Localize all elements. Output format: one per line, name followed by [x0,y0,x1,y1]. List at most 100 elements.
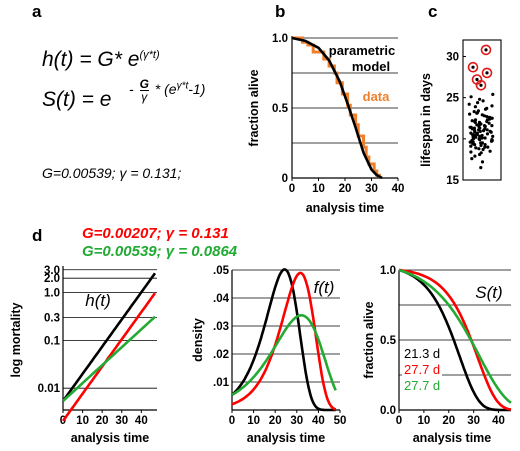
c-point [477,120,482,124]
c-point [479,141,483,145]
c-highlight-ring [480,44,492,56]
b-y-tick-label: 1.0 [272,33,288,45]
panel-c-label: c [428,2,438,21]
c-highlight-ring [467,61,479,73]
frac-denominator: γ [141,90,148,104]
c-point [491,92,495,96]
b-y-tick-label: 0.5 [272,103,289,115]
median-label-bg [402,346,442,361]
hazard-eq-exponent: (γ*t) [139,49,160,61]
c-point [473,105,477,109]
c-point [478,97,482,101]
hazard-x-axis-label: analysis time [71,431,150,445]
c-point [485,128,489,132]
b-x-tick-label: 20 [339,183,352,195]
c-point [483,127,487,131]
c-point [480,160,485,164]
c-point [470,157,474,161]
hazard-series-2 [62,315,156,402]
c-point [486,145,490,149]
c-highlight-point [471,65,475,69]
c-point [473,129,477,133]
c-frame [462,39,502,181]
c-point [475,123,479,127]
density-series-1 [231,271,337,411]
hazard-x-tick-label: 0 [60,415,66,427]
c-highlight-point [484,48,488,52]
c-point [485,106,489,110]
c-point [473,118,478,122]
hazard-series-0 [61,272,157,402]
c-point [470,119,474,123]
survival-y-axis-label: fraction alive [362,301,376,378]
exp-minus: - [129,81,134,98]
b-x-tick-label: 30 [365,183,378,195]
c-point [488,149,492,153]
c-y-tick-label: 20 [446,134,459,146]
median-label-1: 27.7 d [404,362,440,377]
c-point [488,129,492,133]
survival-title: S(t) [475,283,502,302]
density-y-tick-label: .02 [213,349,229,361]
panel-d-label: d [32,226,43,245]
c-point [479,143,483,147]
c-y-axis-label: lifespan in days [419,73,433,167]
survival-x-tick-label: 20 [442,415,455,427]
c-highlight-ring [481,67,493,79]
c-point [483,145,487,149]
survival-x-tick-label: 0 [396,415,402,427]
panel-b-label: b [275,2,286,21]
density-x-axis-label: analysis time [247,431,326,445]
survival-series-0 [398,268,511,412]
survival-title-bg [472,282,506,304]
c-highlight-point [479,83,483,87]
b-x-axis-label: analysis time [306,201,385,215]
c-point [483,136,487,140]
c-point [469,95,473,99]
c-point [480,133,484,138]
c-point [485,115,489,119]
hazard-y-tick-label: 0.01 [38,383,61,395]
b-x-tick-label: 0 [289,183,295,195]
median-label-bg [402,378,442,393]
b-model-series [291,36,383,180]
c-y-tick-label: 25 [446,93,459,105]
survival-y-tick-label: 1.0 [380,265,396,277]
density-series-0 [231,268,336,412]
density-x-tick-label: 10 [247,415,260,427]
c-point [469,131,473,135]
hazard-y-tick-label: 1.0 [44,288,60,300]
survival-equation: S(t) = e [42,88,111,112]
exp-mid: * (e [154,81,177,98]
hazard-y-tick-label: 2.0 [44,273,60,285]
c-point [481,147,485,152]
hazard-y-tick-label: 0.3 [44,313,60,325]
c-y-tick-label: 15 [446,175,459,187]
density-x-tick-label: 40 [312,415,325,427]
density-y-tick-label: .04 [213,293,230,305]
c-point [490,138,494,142]
c-point [490,104,494,108]
hazard-eq-main: h(t) = G* e [42,48,140,71]
survival-x-tick-label: 40 [492,415,505,427]
c-point [476,109,480,113]
density-x-tick-label: 0 [229,415,235,427]
c-point [478,134,482,138]
legend-green: G=0.00539; γ = 0.0864 [82,243,238,260]
c-point [479,151,483,155]
panel-a-parameters: G=0.00539; γ = 0.131; [42,165,182,181]
b-y-tick-label: 0 [282,173,288,185]
panel-a-label: a [32,2,42,21]
c-point [480,113,484,117]
legend-red: G=0.00207; γ = 0.131 [82,225,229,242]
density-x-tick-label: 20 [269,415,282,427]
b-x-tick-label: 10 [312,183,325,195]
density-y-tick-label: .01 [213,377,230,389]
b-x-tick-label: 40 [392,183,405,195]
median-label-0: 21.3 d [404,346,440,361]
hazard-y-tick-label: 0.1 [44,335,61,347]
c-point [468,125,472,129]
density-y-axis-label: density [191,318,205,362]
c-point [476,101,480,105]
c-highlight-point [475,77,479,82]
